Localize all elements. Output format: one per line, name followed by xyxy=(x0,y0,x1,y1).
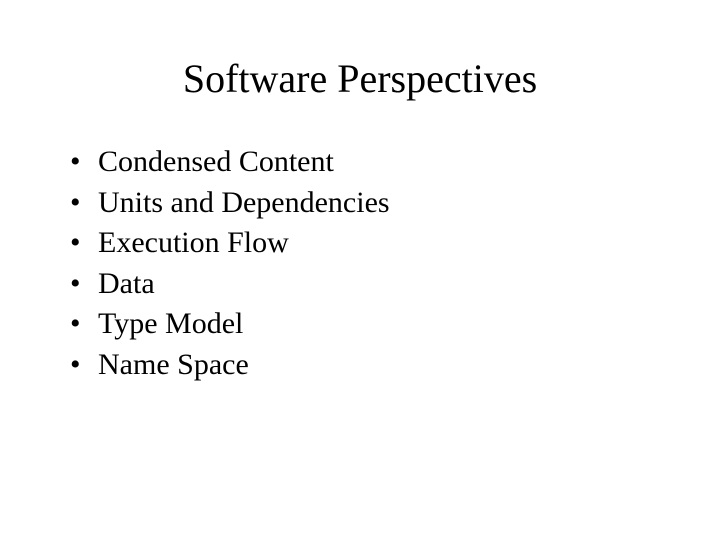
slide: Software Perspectives Condensed Content … xyxy=(0,0,720,540)
list-item: Name Space xyxy=(70,345,720,386)
bullet-list: Condensed Content Units and Dependencies… xyxy=(0,142,720,385)
list-item: Data xyxy=(70,264,720,305)
list-item: Units and Dependencies xyxy=(70,183,720,224)
list-item: Execution Flow xyxy=(70,223,720,264)
list-item: Condensed Content xyxy=(70,142,720,183)
slide-title: Software Perspectives xyxy=(0,55,720,102)
list-item: Type Model xyxy=(70,304,720,345)
